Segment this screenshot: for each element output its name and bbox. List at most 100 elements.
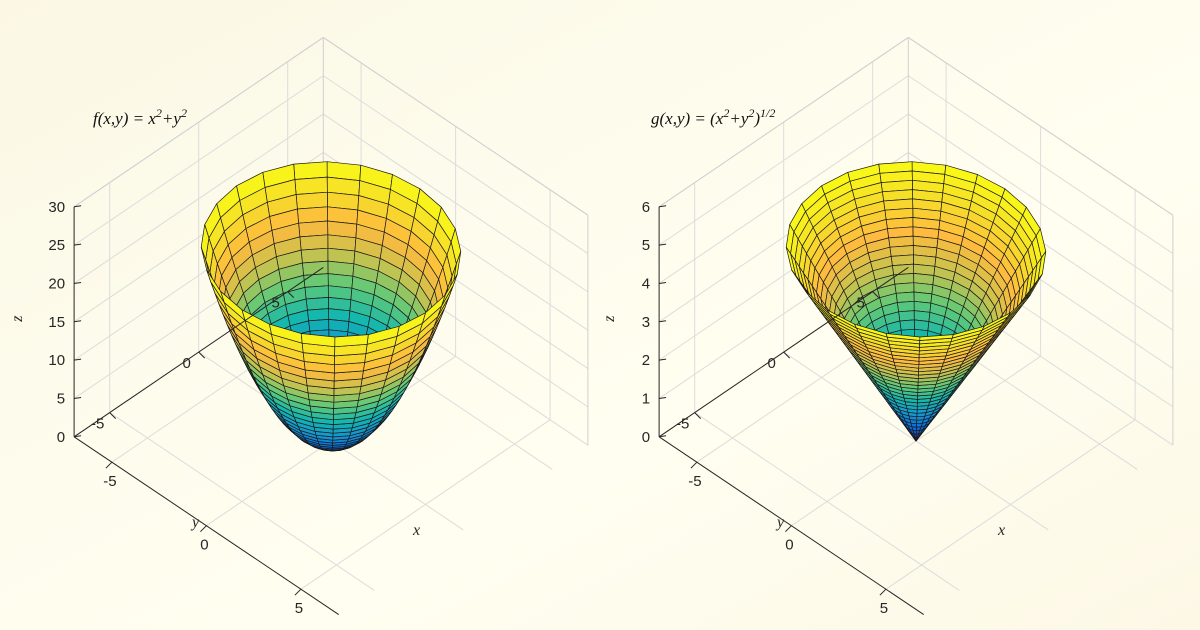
z-tick-label: 25: [48, 237, 65, 254]
y-tick-label: 0: [768, 355, 776, 372]
surface-patch: [334, 334, 369, 348]
z-tick-label: 2: [642, 352, 650, 369]
x-axis-label: x: [997, 522, 1005, 539]
title-part-after: ): [753, 109, 760, 128]
x-tick-label: -5: [103, 473, 116, 490]
surface-patch: [892, 263, 915, 276]
x-axis-label: x: [412, 522, 420, 539]
surface-cone: [785, 161, 1047, 442]
z-tick-label: 1: [642, 390, 650, 407]
surface-patch: [895, 291, 915, 303]
surface-patch: [898, 310, 915, 322]
axes-box: 0 1 2 3 4 5 6 -5 0 5 -5 0 5: [642, 199, 924, 617]
surface-patch: [300, 247, 329, 264]
z-tick-label: 3: [642, 314, 650, 331]
z-tick-mark: [74, 205, 82, 208]
y-tick-label: 5: [857, 295, 865, 312]
title-exponent-2: 2: [181, 106, 187, 120]
z-tick-mark: [659, 281, 667, 284]
z-tick-label: 6: [642, 199, 650, 216]
surface-patch: [295, 191, 328, 210]
box-edge: [73, 36, 324, 208]
y-tick-mark: [694, 412, 702, 419]
grid-line: [300, 419, 551, 590]
z-tick-mark: [659, 243, 667, 246]
z-tick-mark: [659, 396, 667, 399]
subplot-title: f(x,y) = x2+y2: [93, 106, 187, 128]
surface-patch: [305, 297, 329, 311]
y-tick-label: -5: [91, 416, 104, 433]
y-axis-line: [73, 266, 324, 438]
axis-labels: x y z: [9, 315, 420, 539]
x-tick-mark: [105, 461, 113, 469]
z-tick-mark: [659, 205, 667, 208]
y-tick-mark: [783, 351, 791, 359]
y-tick-mark: [109, 412, 117, 419]
z-tick-label: 4: [642, 275, 650, 292]
x-tick-mark: [879, 588, 887, 596]
surface-patch: [890, 254, 914, 266]
title-exponent-3: 1/2: [760, 106, 775, 120]
x-tick-mark: [690, 461, 698, 469]
x-tick-label: 0: [785, 537, 793, 554]
box-edge: [323, 36, 589, 216]
z-tick-mark: [74, 358, 82, 361]
surface-patch: [919, 334, 954, 341]
y-axis-label: y: [775, 514, 785, 531]
z-tick-label: 5: [642, 237, 650, 254]
z-tick-label: 30: [48, 199, 65, 216]
z-tick-mark: [74, 435, 82, 438]
box-edge: [658, 36, 909, 208]
surface-patch: [913, 319, 930, 332]
surface-patch: [308, 319, 330, 332]
surface-patch: [307, 308, 330, 322]
box-edge: [908, 36, 1174, 216]
y-tick-label: -5: [676, 416, 689, 433]
z-tick-label: 15: [48, 314, 65, 331]
y-tick-label: 5: [272, 295, 280, 312]
z-axis-label: z: [9, 315, 26, 323]
z-tick-mark: [74, 281, 82, 284]
surface-patch: [298, 220, 329, 238]
z-tick-label: 5: [57, 390, 65, 407]
x-tick-mark: [294, 588, 302, 596]
surface-patch: [896, 300, 915, 313]
title-part-mid: +y: [729, 109, 748, 128]
x-tick-mark: [200, 525, 207, 533]
z-tick-mark: [659, 320, 667, 323]
y-tick-mark: [198, 351, 206, 359]
title-part-base: g(x,y) = (x: [651, 109, 724, 128]
surface-patch: [299, 234, 329, 251]
y-axis-line: [658, 266, 909, 438]
x-tick-label: 5: [295, 600, 303, 617]
z-tick-mark: [74, 243, 82, 246]
title-part-mid: +y: [162, 109, 181, 128]
y-tick-mark: [872, 291, 880, 298]
title-part-base: f(x,y) = x: [93, 109, 156, 128]
z-tick-mark: [659, 358, 667, 361]
x-tick-mark: [785, 525, 792, 533]
title-exponent-1: 2: [723, 106, 729, 120]
z-tick-mark: [74, 320, 82, 323]
y-tick-mark: [287, 291, 295, 298]
surface-patch: [899, 319, 915, 331]
y-tick-label: 0: [183, 355, 191, 372]
axis-labels: x y z: [601, 315, 1005, 539]
z-tick-label: 0: [642, 429, 650, 446]
x-axis-line: [658, 436, 924, 616]
surface-patch: [294, 176, 328, 195]
x-axis-line: [73, 436, 339, 616]
title-exponent-1: 2: [156, 106, 162, 120]
z-tick-mark: [74, 396, 82, 399]
z-tick-label: 0: [57, 429, 65, 446]
title-exponent-2: 2: [748, 106, 754, 120]
surface-patch: [297, 206, 328, 224]
z-tick-label: 20: [48, 275, 65, 292]
grid-line: [885, 419, 1136, 590]
z-axis-label: z: [601, 315, 618, 323]
surface-patch: [303, 273, 329, 288]
surface-patch: [304, 285, 329, 300]
